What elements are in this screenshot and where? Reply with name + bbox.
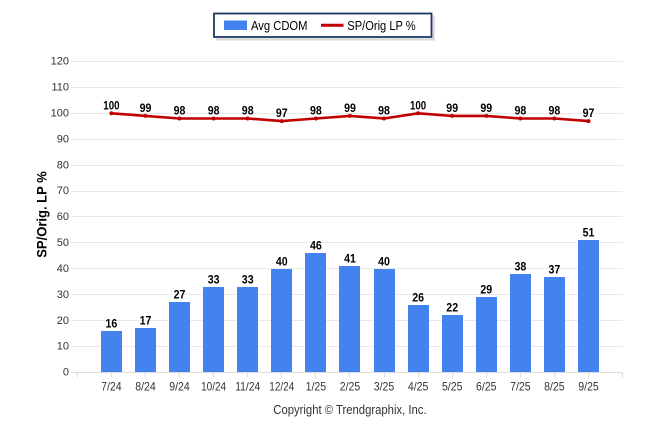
svg-text:7/25: 7/25: [510, 380, 531, 394]
svg-text:16: 16: [106, 317, 118, 331]
svg-text:99: 99: [344, 101, 356, 115]
svg-text:38: 38: [515, 260, 527, 274]
svg-text:98: 98: [549, 104, 561, 118]
svg-text:98: 98: [208, 104, 220, 118]
svg-text:26: 26: [412, 291, 424, 305]
svg-text:40: 40: [378, 255, 390, 269]
svg-text:9/25: 9/25: [578, 380, 599, 394]
svg-text:29: 29: [480, 283, 492, 297]
svg-text:33: 33: [242, 273, 254, 287]
svg-text:10: 10: [57, 341, 69, 353]
svg-text:SP/Orig LP %: SP/Orig LP %: [347, 18, 416, 33]
svg-text:6/25: 6/25: [476, 380, 497, 394]
svg-text:97: 97: [276, 106, 288, 120]
svg-text:100: 100: [103, 98, 119, 112]
svg-text:70: 70: [57, 185, 69, 197]
svg-text:33: 33: [208, 273, 220, 287]
svg-text:120: 120: [51, 56, 69, 68]
svg-text:7/24: 7/24: [101, 380, 122, 394]
svg-text:99: 99: [140, 101, 152, 115]
svg-text:51: 51: [583, 226, 595, 240]
svg-text:SP/Orig. LP %: SP/Orig. LP %: [34, 171, 49, 258]
svg-text:110: 110: [51, 82, 69, 94]
svg-text:8/25: 8/25: [544, 380, 565, 394]
svg-text:98: 98: [515, 104, 527, 118]
svg-text:60: 60: [57, 211, 69, 223]
svg-text:99: 99: [480, 101, 492, 115]
svg-text:27: 27: [174, 288, 186, 302]
svg-text:22: 22: [446, 301, 458, 315]
svg-text:10/24: 10/24: [201, 380, 226, 394]
svg-text:97: 97: [583, 106, 595, 120]
svg-text:12/24: 12/24: [269, 380, 294, 394]
svg-text:17: 17: [140, 314, 152, 328]
svg-text:0: 0: [63, 367, 69, 379]
svg-text:40: 40: [276, 255, 288, 269]
svg-text:98: 98: [174, 104, 186, 118]
svg-text:5/25: 5/25: [442, 380, 463, 394]
svg-text:1/25: 1/25: [306, 380, 327, 394]
svg-text:90: 90: [57, 133, 69, 145]
svg-text:4/25: 4/25: [408, 380, 429, 394]
svg-text:46: 46: [310, 239, 322, 253]
svg-text:98: 98: [242, 104, 254, 118]
svg-text:99: 99: [446, 101, 458, 115]
svg-text:20: 20: [57, 315, 69, 327]
svg-text:50: 50: [57, 237, 69, 249]
svg-text:100: 100: [410, 98, 426, 112]
svg-text:3/25: 3/25: [374, 380, 395, 394]
svg-text:Avg CDOM: Avg CDOM: [251, 18, 308, 33]
svg-text:98: 98: [378, 104, 390, 118]
svg-text:100: 100: [51, 108, 69, 120]
svg-text:2/25: 2/25: [340, 380, 361, 394]
svg-text:30: 30: [57, 289, 69, 301]
svg-text:9/24: 9/24: [169, 380, 190, 394]
svg-text:8/24: 8/24: [135, 380, 156, 394]
svg-text:41: 41: [344, 252, 356, 266]
svg-text:37: 37: [549, 263, 561, 277]
svg-text:Copyright © Trendgraphix, Inc.: Copyright © Trendgraphix, Inc.: [273, 402, 426, 417]
svg-text:98: 98: [310, 104, 322, 118]
svg-text:40: 40: [57, 263, 69, 275]
svg-text:80: 80: [57, 159, 69, 171]
svg-text:11/24: 11/24: [235, 380, 260, 394]
